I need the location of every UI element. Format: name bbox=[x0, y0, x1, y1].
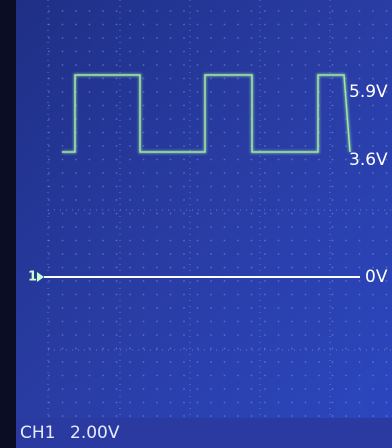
high-level-label: 5.9V bbox=[349, 82, 388, 102]
scale-label: 2.00V bbox=[70, 423, 120, 443]
page: 5.9V 3.6V 0V 1 CH1 2.00V (() => { const … bbox=[0, 0, 392, 448]
grid-dots bbox=[48, 0, 392, 420]
channel-label: CH1 bbox=[20, 423, 55, 443]
oscilloscope-screen: 5.9V 3.6V 0V 1 CH1 2.00V bbox=[0, 0, 392, 448]
channel-marker: 1 bbox=[28, 270, 37, 285]
low-level-label: 3.6V bbox=[349, 150, 388, 170]
ground-label: 0V bbox=[365, 267, 388, 287]
